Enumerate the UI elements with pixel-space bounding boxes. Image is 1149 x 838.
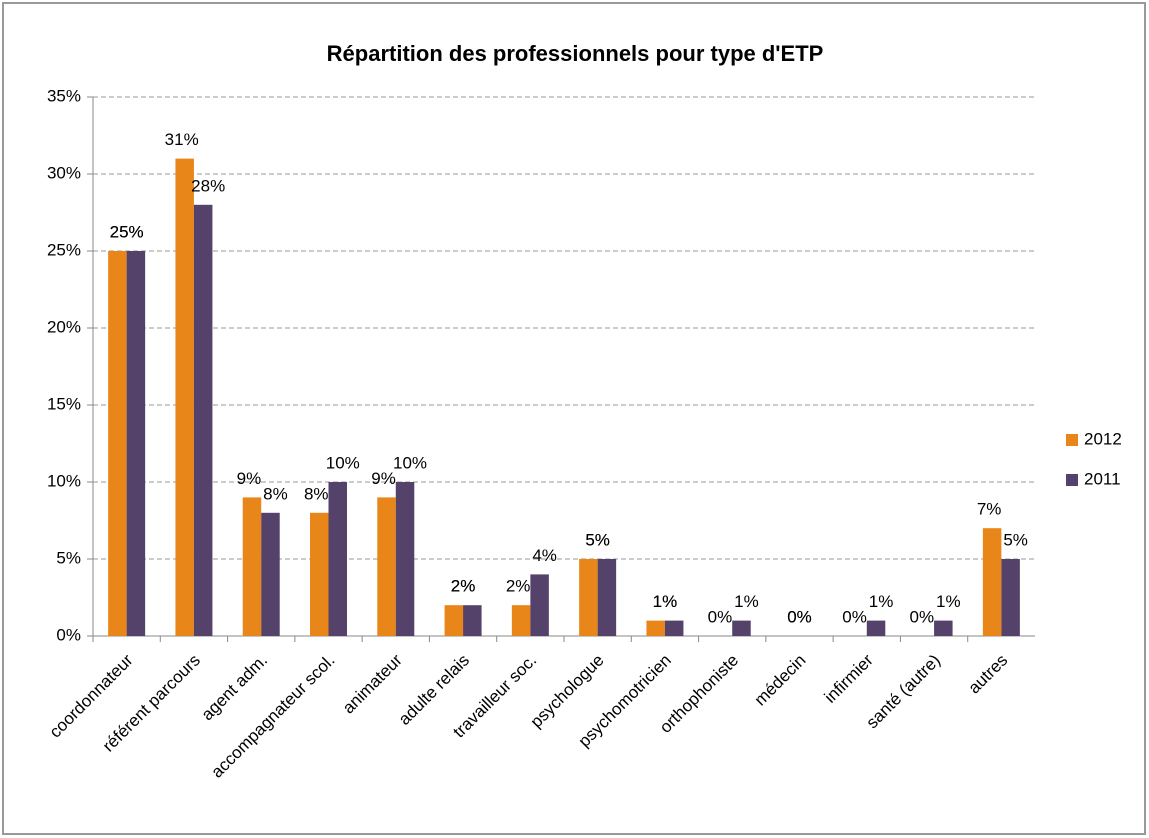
- data-label: 1%: [936, 592, 961, 611]
- y-tick-label: 5%: [56, 548, 81, 567]
- bar: [597, 559, 617, 636]
- data-label: 1%: [734, 592, 759, 611]
- data-label: 28%: [191, 176, 225, 195]
- chart-title: Répartition des professionnels pour type…: [327, 41, 824, 66]
- bar: [175, 158, 194, 636]
- data-label: 4%: [532, 546, 557, 565]
- bar: [395, 482, 415, 636]
- bar: [511, 605, 531, 636]
- data-label: 10%: [326, 453, 360, 472]
- data-label: 5%: [585, 530, 610, 549]
- data-label: 9%: [237, 469, 262, 488]
- bar: [193, 204, 213, 637]
- bar: [328, 482, 347, 636]
- bar: [866, 620, 886, 636]
- data-label: 25%: [110, 222, 144, 241]
- legend-label: 2011: [1084, 469, 1121, 488]
- data-label: 0%: [787, 607, 812, 626]
- bar: [242, 497, 262, 636]
- bar: [126, 251, 146, 636]
- data-label: 2%: [451, 577, 476, 596]
- data-label: 0%: [910, 607, 935, 626]
- data-label: 8%: [263, 484, 288, 503]
- bar: [463, 605, 482, 636]
- bar: [530, 574, 549, 636]
- bar: [310, 512, 329, 636]
- bar: [664, 620, 684, 636]
- y-tick-label: 30%: [47, 163, 81, 182]
- data-label: 25%: [110, 222, 144, 241]
- data-label: 0%: [787, 607, 812, 626]
- bar: [646, 620, 665, 636]
- data-label: 9%: [371, 469, 396, 488]
- bar: [1001, 559, 1020, 636]
- data-label: 7%: [977, 500, 1002, 519]
- legend-label: 2012: [1084, 429, 1122, 448]
- bar: [108, 251, 127, 636]
- bar: [934, 620, 953, 636]
- bar: [579, 559, 598, 636]
- y-tick-label: 35%: [47, 86, 81, 105]
- data-label: 5%: [1003, 530, 1028, 549]
- data-label: 0%: [842, 607, 867, 626]
- data-label: 1%: [653, 592, 678, 611]
- bar: [444, 605, 464, 636]
- y-tick-label: 10%: [47, 471, 81, 490]
- data-label: 1%: [653, 592, 678, 611]
- data-label: 2%: [451, 577, 476, 596]
- y-tick-label: 15%: [47, 394, 81, 413]
- legend-swatch: [1066, 434, 1078, 446]
- data-label: 2%: [506, 577, 531, 596]
- data-label: 31%: [165, 130, 199, 149]
- data-label: 0%: [708, 607, 733, 626]
- y-tick-label: 0%: [56, 625, 81, 644]
- bar: [261, 512, 280, 636]
- data-label: 1%: [869, 592, 894, 611]
- bar: [377, 497, 396, 636]
- data-label: 8%: [304, 484, 329, 503]
- bar: [982, 528, 1002, 636]
- data-label: 10%: [393, 453, 427, 472]
- y-tick-label: 25%: [47, 240, 81, 259]
- data-label: 5%: [585, 530, 610, 549]
- legend-swatch: [1066, 474, 1078, 486]
- bar: [732, 620, 751, 636]
- y-tick-label: 20%: [47, 317, 81, 336]
